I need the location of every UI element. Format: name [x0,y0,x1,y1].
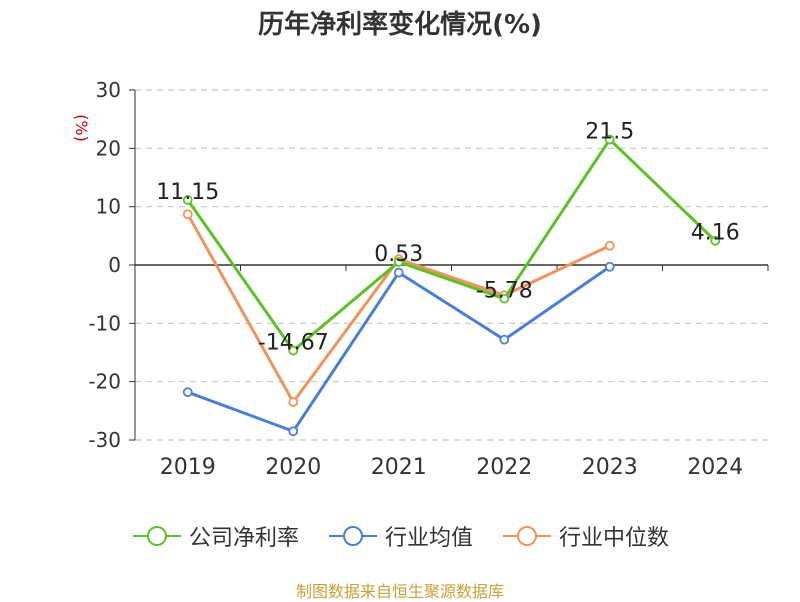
data-point [182,209,193,220]
y-tick-label: 0 [108,253,121,277]
y-tick-label: 10 [96,195,121,219]
x-tick-label: 2023 [582,455,638,480]
legend-label-industry-mean: 行业均值 [384,526,473,551]
chart-title: 历年净利率变化情况(%) [258,10,542,40]
legend-marker-company [132,526,181,546]
data-label: 11.15 [156,180,219,205]
data-point [182,195,193,205]
data-point [288,345,299,356]
legend-label-company: 公司净利率 [188,526,299,551]
x-tick-label: 2022 [476,455,532,480]
y-tick-label: -10 [88,311,121,335]
data-point [393,267,404,278]
data-source-note: 制图数据来自恒生聚源数据库 [295,582,504,601]
x-tick-label: 2019 [160,455,216,480]
x-tick-label: 2020 [265,455,321,480]
data-point [393,257,404,267]
legend-label-industry-median: 行业中位数 [559,526,670,551]
data-point [499,293,510,304]
legend-item-company[interactable]: 公司净利率 [131,520,299,552]
data-point [604,240,615,251]
data-point [604,261,615,272]
legend-marker-industry-median [503,526,551,546]
data-point [499,334,510,345]
legend-item-industry-median[interactable]: 行业中位数 [501,520,669,552]
data-point [710,235,721,246]
data-label: -5.78 [476,279,533,304]
y-tick-label: -20 [88,370,121,394]
data-point [288,397,299,407]
y-tick-label: 20 [96,136,121,160]
y-tick-label: 30 [96,78,121,102]
data-label: -14.67 [258,331,329,356]
data-point [604,134,615,145]
series-line [186,138,717,353]
y-axis-label: (%) [72,114,91,142]
legend-item-industry-mean[interactable]: 行业均值 [327,520,473,552]
x-tick-label: 2024 [687,455,743,480]
data-label: 21.5 [585,120,634,145]
chart-legend: 公司净利率 行业均值 行业中位数 [0,520,800,552]
data-point [288,426,299,437]
data-label: 0.53 [374,242,423,267]
x-tick-label: 2021 [371,455,427,480]
data-point [182,387,193,398]
legend-marker-industry-mean [328,526,377,546]
y-tick-label: -30 [88,428,121,452]
data-label: 4.16 [691,221,740,246]
